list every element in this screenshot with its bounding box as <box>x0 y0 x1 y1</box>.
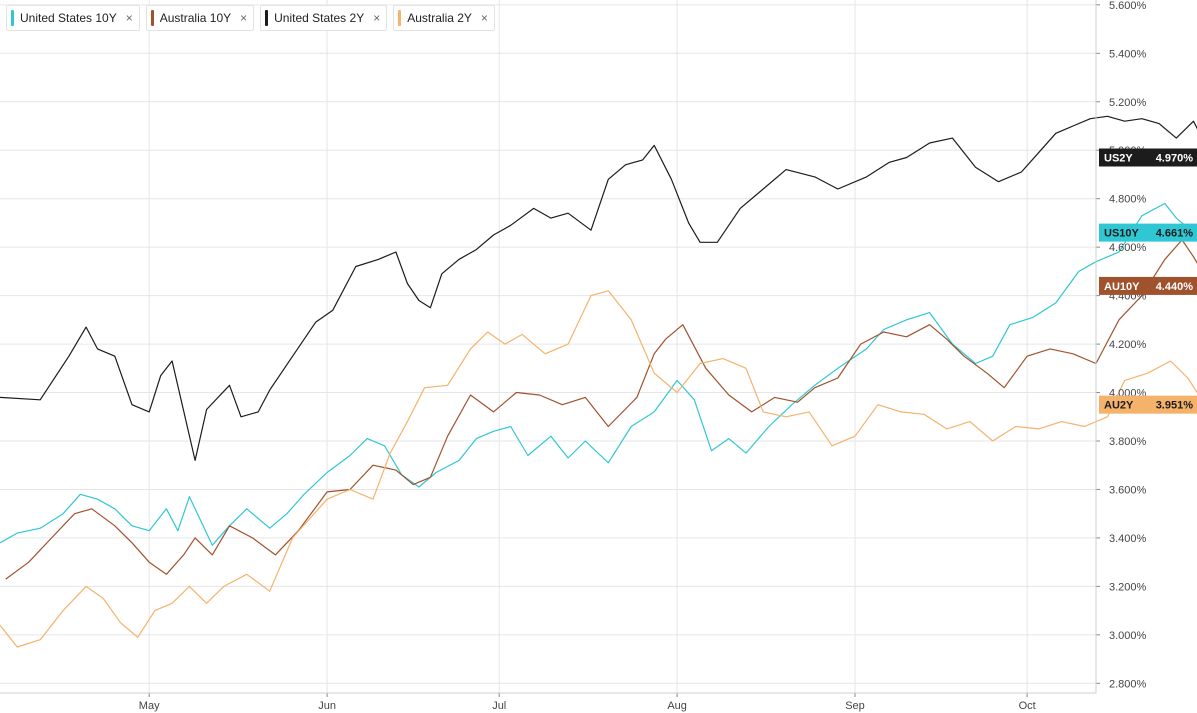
end-label-ticker: AU10Y <box>1104 281 1140 293</box>
legend-item-au10y[interactable]: Australia 10Y × <box>145 5 255 31</box>
legend-label: United States 10Y <box>20 11 117 25</box>
x-tick-label: Oct <box>1019 700 1036 712</box>
axes: 2.800%3.000%3.200%3.400%3.600%3.800%4.00… <box>0 0 1147 712</box>
x-tick-label: May <box>139 700 160 712</box>
end-label-value: 4.970% <box>1156 153 1194 165</box>
y-tick-label: 4.200% <box>1109 339 1147 351</box>
end-label-bg <box>1099 395 1197 414</box>
end-label-ticker: AU2Y <box>1104 400 1134 412</box>
end-label-us10y: US10Y 4.661% <box>1099 223 1197 242</box>
legend-label: United States 2Y <box>274 11 365 25</box>
legend-label: Australia 10Y <box>159 11 232 25</box>
y-tick-label: 3.200% <box>1109 581 1147 593</box>
x-tick-label: Sep <box>845 700 865 712</box>
legend-swatch <box>11 10 14 26</box>
series-line-au10y <box>5 239 1197 580</box>
end-labels: US2Y 4.970% US10Y 4.661% AU10Y 4.440% AU2Y 3.95… <box>1099 148 1197 414</box>
end-label-bg <box>1099 276 1197 295</box>
end-label-value: 4.661% <box>1156 228 1194 240</box>
end-label-au10y: AU10Y 4.440% <box>1099 276 1197 295</box>
close-icon[interactable]: × <box>373 11 381 25</box>
legend-item-us10y[interactable]: United States 10Y × <box>6 5 140 31</box>
legend: United States 10Y × Australia 10Y × Unit… <box>6 5 495 31</box>
end-label-bg <box>1099 148 1197 167</box>
y-tick-label: 5.200% <box>1109 97 1147 109</box>
legend-swatch <box>265 10 269 26</box>
series-line-us10y <box>0 202 1194 546</box>
legend-swatch <box>398 10 402 26</box>
end-label-value: 4.440% <box>1156 281 1194 293</box>
legend-item-au2y[interactable]: Australia 2Y × <box>393 5 495 31</box>
end-label-ticker: US10Y <box>1104 228 1140 240</box>
end-label-us2y: US2Y 4.970% <box>1099 148 1197 167</box>
grid <box>0 0 1096 693</box>
close-icon[interactable]: × <box>480 11 488 25</box>
y-tick-label: 4.600% <box>1109 242 1147 254</box>
y-tick-label: 5.400% <box>1109 48 1147 60</box>
y-tick-label: 3.000% <box>1109 630 1147 642</box>
close-icon[interactable]: × <box>125 11 133 25</box>
legend-label: Australia 2Y <box>407 11 472 25</box>
legend-item-us2y[interactable]: United States 2Y × <box>260 5 388 31</box>
series-line-us2y <box>0 115 1197 461</box>
end-label-ticker: US2Y <box>1104 153 1133 165</box>
y-tick-label: 3.800% <box>1109 436 1147 448</box>
y-tick-label: 3.400% <box>1109 533 1147 545</box>
y-tick-label: 5.600% <box>1109 0 1147 12</box>
end-label-bg <box>1099 223 1197 242</box>
series-lines <box>0 115 1197 648</box>
y-tick-label: 2.800% <box>1109 678 1147 690</box>
y-tick-label: 3.600% <box>1109 484 1147 496</box>
end-label-value: 3.951% <box>1156 400 1194 412</box>
series-line-au2y <box>0 290 1197 648</box>
y-tick-label: 4.800% <box>1109 194 1147 206</box>
x-tick-label: Jul <box>492 700 506 712</box>
x-tick-label: Aug <box>667 700 687 712</box>
legend-swatch <box>150 10 154 26</box>
close-icon[interactable]: × <box>240 11 248 25</box>
x-tick-label: Jun <box>318 700 336 712</box>
end-label-au2y: AU2Y 3.951% <box>1099 395 1197 414</box>
